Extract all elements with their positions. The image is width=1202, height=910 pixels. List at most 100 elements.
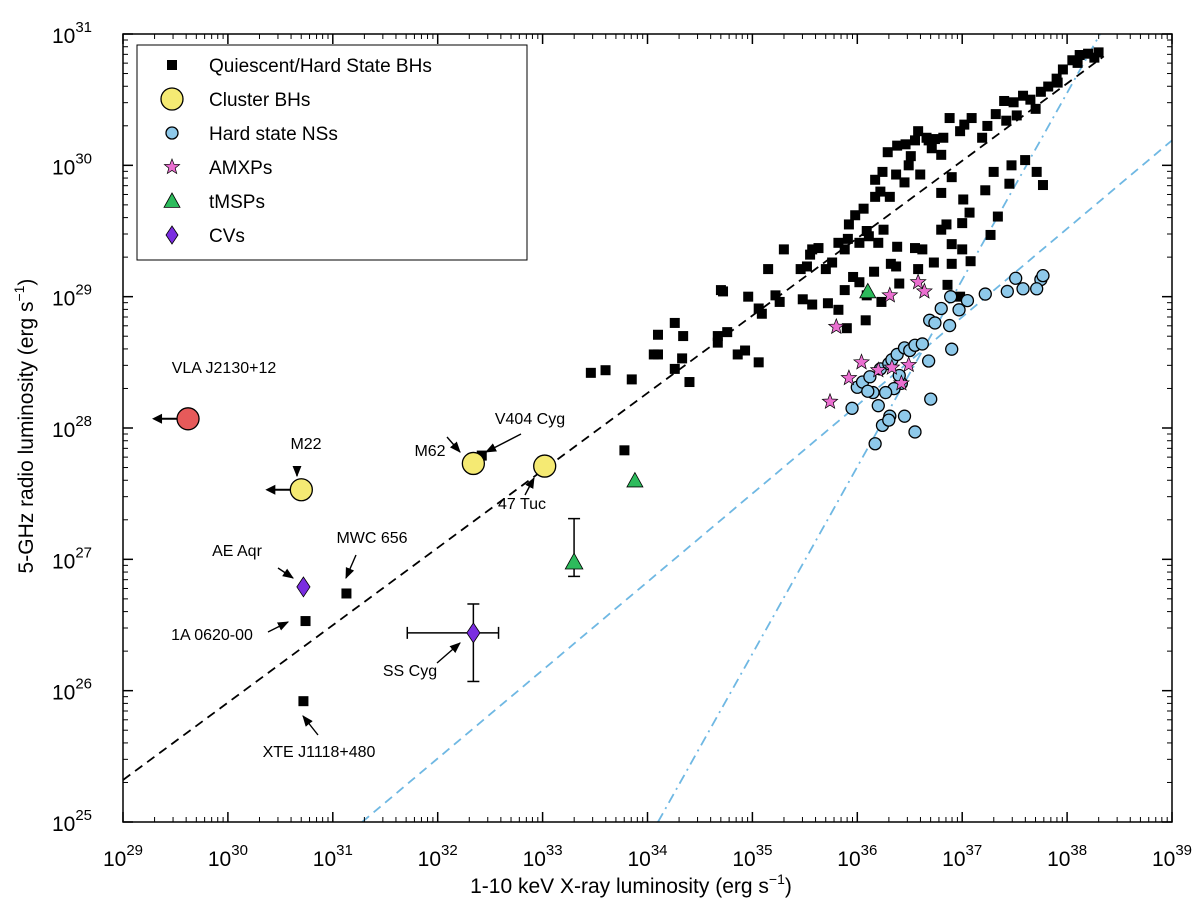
bh-marker [778,244,789,255]
bh-marker [600,365,611,376]
bh-marker [1035,86,1046,97]
annotation-arrow [485,433,522,453]
y-tick-label: 1030 [52,150,92,179]
bh-marker [1043,81,1054,92]
legend-label: Quiescent/Hard State BHs [209,56,432,77]
bh-marker [891,169,902,180]
bh-marker [936,149,947,160]
bh-marker [913,264,924,275]
amxp-marker [900,356,918,373]
bh-marker [875,186,886,197]
ns-marker [861,384,875,398]
bh-marker [833,304,844,315]
bh-marker [756,308,767,319]
bh-marker [878,224,889,235]
bh-marker [965,256,976,267]
bh-marker [980,185,991,196]
bh-marker [905,151,916,162]
ns-marker [165,126,179,140]
bh-marker [885,258,896,269]
annotation-label: AE Aqr [212,543,262,560]
bh-marker [860,315,871,326]
bh-marker [884,191,895,202]
bh-marker [955,126,966,137]
bh-marker [585,367,596,378]
bh-marker [946,258,957,269]
bh-marker [858,203,869,214]
ns-marker [1009,271,1023,285]
bh-marker [982,120,993,131]
bh-marker [753,303,764,314]
y-tick-label: 1026 [52,676,92,705]
bh-marker [669,363,680,374]
bh-marker [1074,50,1085,61]
bh-marker [899,177,910,188]
bh-marker [936,187,947,198]
x-tick-label: 1030 [208,842,248,871]
amxp-marker [827,317,845,335]
bh-marker [946,239,957,250]
cluster-marker [461,451,486,476]
x-tick-label: 1035 [732,842,772,871]
bh-marker [848,271,859,282]
amxp-marker [915,282,933,299]
amxp-marker [852,353,871,370]
cluster-marker [289,478,313,502]
cv-marker [165,225,179,245]
bh-marker [892,140,903,151]
bh-marker [669,317,680,328]
bh-marker [722,327,733,338]
bh-marker [839,285,850,296]
bh-marker [774,296,785,307]
bh-marker [1025,94,1036,105]
amxp-marker [883,358,901,375]
bh-marker [929,134,940,145]
cluster-marker [160,87,184,111]
legend-label: tMSPs [209,192,265,213]
bh-marker [740,345,751,356]
ns-marker [908,425,922,439]
bh-marker [1020,155,1031,166]
y-tick-label: 1027 [52,544,92,573]
bh-marker [1072,57,1083,68]
bh-marker [941,219,952,230]
y-tick-label: 1028 [52,413,92,442]
legend-label: Hard state NSs [209,124,338,145]
bh-marker [298,696,309,707]
bh-marker [938,132,949,143]
bh-marker [1089,52,1100,63]
ns-marker [978,287,992,301]
bh-marker [877,166,888,177]
bh-marker [1057,64,1068,75]
bh-marker [985,229,996,240]
bh-marker [684,377,695,388]
legend-label: Cluster BHs [209,90,310,111]
annotation-label: VLA J2130+12 [172,360,277,377]
bh-marker [873,237,884,248]
bh-marker [876,296,887,307]
annotation-arrow [302,715,319,736]
bh-marker [966,113,977,124]
x-tick-label: 1036 [837,842,877,871]
annotation-label: XTE J1118+480 [263,744,376,761]
x-tick-label: 1034 [627,842,667,871]
cv-marker [296,576,311,598]
ns-marker [871,399,885,413]
bh-marker [891,261,902,272]
tmsp-marker [626,471,644,488]
bh-marker [861,226,872,236]
x-tick-label: 1038 [1047,842,1087,871]
annotation-label: V404 Cyg [495,411,565,428]
x-tick-label: 1031 [313,842,353,871]
y-axis-label: 5-GHz radio luminosity (erg s−1) [11,279,38,574]
annotations: VLA J2130+12 M22 M62 V404 Cyg 47 Tuc MWC 656 A… [171,360,565,761]
ns-marker [1016,282,1030,296]
bh-marker [843,219,854,230]
data-points [152,47,1104,707]
ns-marker [942,318,957,333]
upper-limit-arrowhead [152,413,163,424]
amxp-marker [840,369,858,386]
annotation-label: 1A 0620-00 [171,627,253,644]
annotation-label: SS Cyg [383,663,437,680]
bh-marker [977,132,988,143]
